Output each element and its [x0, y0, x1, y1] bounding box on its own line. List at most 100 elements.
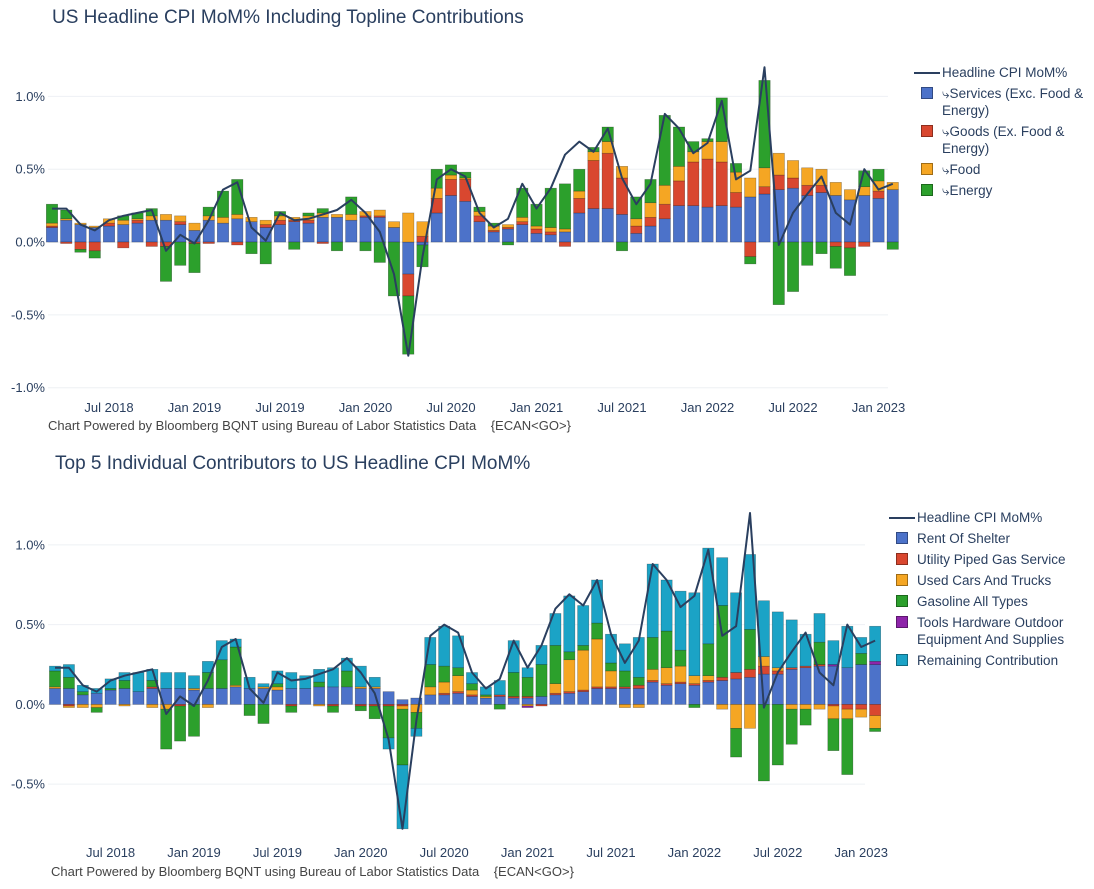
chart2-bar-rent-of-shelter — [605, 688, 617, 705]
chart2-bar-used-cars-and-trucks — [591, 638, 603, 688]
chart2-legend-label: Tools Hardware Outdoor Equipment And Sup… — [917, 615, 1065, 647]
color-swatch-icon — [912, 182, 942, 199]
chart2-bar-used-cars-and-trucks — [674, 665, 687, 683]
chart2-bar-gasoline-all-types — [215, 659, 228, 689]
chart2-bar-rent-of-shelter — [396, 699, 409, 705]
chart2-bar-utility-piped-gas-service — [841, 704, 854, 710]
chart2-bar-rent-of-shelter — [716, 680, 729, 705]
chart2-x-tick-label: Jul 2018 — [86, 845, 135, 860]
chart1-bar-services-exc-food-energy — [473, 221, 486, 243]
chart2-bar-gasoline-all-types — [688, 704, 701, 708]
chart1-x-tick-label: Jan 2022 — [681, 400, 735, 415]
chart2-bar-utility-piped-gas-service — [730, 672, 742, 680]
chart2-bar-rent-of-shelter — [632, 688, 645, 705]
chart2-bar-rent-of-shelter — [452, 692, 464, 705]
chart1-legend-item-goods-ex-food-energy[interactable]: ⤷Goods (Ex. Food & Energy) — [912, 123, 1088, 157]
chart2-bar-remaining-contribution — [62, 664, 75, 678]
chart1-legend-item-energy[interactable]: ⤷Energy — [912, 182, 1088, 199]
chart1-bar-goods-ex-food-energy — [174, 221, 187, 225]
chart2-bar-used-cars-and-trucks — [549, 683, 562, 694]
chart2-bar-rent-of-shelter — [493, 696, 506, 705]
chart2-bar-utility-piped-gas-service — [855, 704, 868, 710]
chart2-bar-gasoline-all-types — [855, 653, 868, 665]
chart2-bar-used-cars-and-trucks — [605, 670, 617, 688]
chart2-bar-gasoline-all-types — [340, 670, 353, 688]
chart2-bar-remaining-contribution — [730, 592, 742, 673]
chart1-legend[interactable]: Headline CPI MoM% ⤷Services (Exc. Food & … — [912, 64, 1088, 203]
chart2-x-tick-label: Jan 2020 — [334, 845, 388, 860]
chart2-bar-gasoline-all-types — [827, 718, 840, 751]
chart2-legend-item-utility-piped-gas-service[interactable]: Utility Piped Gas Service — [887, 551, 1087, 568]
chart2-bar-gasoline-all-types — [160, 708, 173, 750]
chart1-bar-energy — [74, 249, 87, 253]
chart1-headline-line — [52, 66, 894, 357]
chart2-bar-used-cars-and-trucks — [90, 704, 103, 708]
chart2-bar-rent-of-shelter — [229, 686, 242, 705]
chart2-bar-remaining-contribution — [716, 557, 729, 606]
chart2-legend-item-tools-hardware-outdoor-equipment-and-supplies[interactable]: Tools Hardware Outdoor Equipment And Sup… — [887, 614, 1087, 648]
chart1-bar-energy — [174, 241, 187, 266]
chart1-bar-food — [160, 214, 173, 221]
chart1-legend-item-services-exc-food-energy[interactable]: ⤷Services (Exc. Food & Energy) — [912, 85, 1088, 119]
chart2-bar-used-cars-and-trucks — [660, 667, 673, 684]
chart2-bar-rent-of-shelter — [771, 673, 784, 705]
chart2-bar-gasoline-all-types — [118, 680, 131, 689]
chart1-bar-energy — [245, 241, 258, 255]
chart2-legend-item-used-cars-and-trucks[interactable]: Used Cars And Trucks — [887, 572, 1087, 589]
chart1-bar-energy — [45, 203, 58, 224]
chart2-bar-rent-of-shelter — [146, 688, 159, 705]
chart2-x-tick-label: Jan 2023 — [834, 845, 888, 860]
color-swatch-icon — [887, 551, 917, 568]
chart2-legend-label: Headline CPI MoM% — [917, 510, 1043, 525]
chart1-bar-food — [843, 189, 856, 201]
color-swatch-icon — [912, 161, 942, 178]
chart2-bar-gasoline-all-types — [285, 705, 298, 713]
chart1-bar-energy — [758, 80, 771, 169]
chart2-bar-gasoline-all-types — [354, 705, 367, 712]
chart2-bar-gasoline-all-types — [507, 672, 520, 697]
chart2-bar-gasoline-all-types — [257, 704, 270, 724]
chart1-legend-item-food[interactable]: ⤷Food — [912, 161, 1088, 178]
color-swatch-icon — [887, 572, 917, 589]
chart2-x-tick-label: Jul 2022 — [753, 845, 802, 860]
chart2-legend-label: Rent Of Shelter — [917, 531, 1011, 546]
chart2-legend-item-remaining-contribution[interactable]: Remaining Contribution — [887, 652, 1087, 669]
chart2-legend[interactable]: Headline CPI MoM% Rent Of Shelter Utility … — [887, 509, 1087, 673]
chart2-bar-gasoline-all-types — [493, 704, 506, 710]
chart2-bar-rent-of-shelter — [215, 688, 228, 705]
chart2-bar-used-cars-and-trucks — [76, 704, 89, 708]
chart2-headline-line — [55, 512, 876, 830]
chart2-bar-gasoline-all-types — [382, 705, 395, 739]
chart2-bar-remaining-contribution — [785, 619, 798, 669]
chart2-bar-gasoline-all-types — [591, 622, 603, 640]
chart2-bar-gasoline-all-types — [605, 662, 617, 672]
chart2-bar-utility-piped-gas-service — [535, 704, 548, 707]
chart1-bar-energy — [672, 126, 685, 167]
chart1-y-tick-label: -1.0% — [11, 380, 45, 395]
chart2-legend-item-rent-of-shelter[interactable]: Rent Of Shelter — [887, 530, 1087, 547]
chart2-bar-gasoline-all-types — [535, 664, 548, 697]
chart2-bar-remaining-contribution — [605, 633, 617, 664]
chart2-legend-item-headline-cpi-mom[interactable]: Headline CPI MoM% — [887, 509, 1087, 526]
chart1-bar-food — [245, 217, 258, 222]
chart2-bar-used-cars-and-trucks — [396, 705, 409, 710]
chart2-title: Top 5 Individual Contributors to US Head… — [55, 453, 531, 474]
chart1-plot: 1.0% 0.5% 0.0% -0.5% -1.0% Jul 2018 Jan 2019 Ju… — [11, 66, 905, 415]
chart2-bar-gasoline-all-types — [90, 707, 103, 713]
chart1-legend-item-headline-cpi-mom[interactable]: Headline CPI MoM% — [912, 64, 1088, 81]
chart2-bar-gasoline-all-types — [549, 645, 562, 684]
chart2-bar-remaining-contribution — [160, 672, 173, 689]
chart2-bar-rent-of-shelter — [591, 688, 603, 705]
chart2-bar-gasoline-all-types — [632, 676, 645, 686]
chart1-x-tick-label: Jan 2021 — [510, 400, 564, 415]
chart2-bar-rent-of-shelter — [243, 688, 256, 705]
chart2-bar-rent-of-shelter — [744, 676, 756, 705]
chart2-bar-remaining-contribution — [438, 625, 451, 667]
chart1-bar-food — [387, 221, 400, 228]
chart2-y-tick-label: 0.5% — [15, 617, 45, 632]
chart2-bar-remaining-contribution — [257, 683, 270, 688]
chart2-bar-remaining-contribution — [577, 605, 590, 646]
chart2-bar-used-cars-and-trucks — [646, 669, 659, 681]
chart2-legend-item-gasoline-all-types[interactable]: Gasoline All Types — [887, 593, 1087, 610]
chart2-bar-rent-of-shelter — [354, 688, 367, 705]
